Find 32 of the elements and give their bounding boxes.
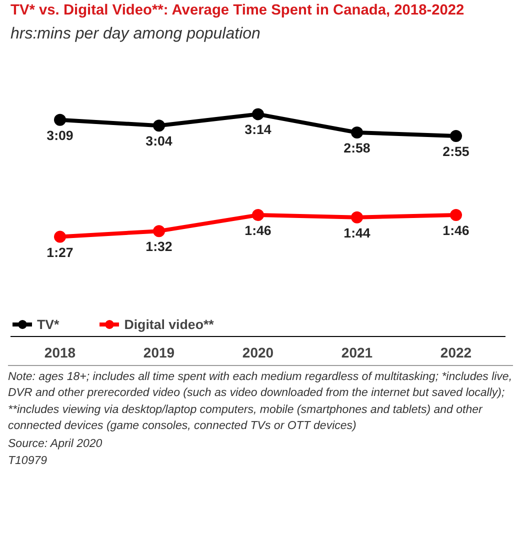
data-label: 1:46 bbox=[244, 223, 272, 238]
point bbox=[450, 130, 462, 142]
text: Note: ages 18+; includes all time spent with each medium regardless of multitasking; *includes live, DVR and other prerecorded video (such as video downloaded from the internet but saved locally); **includes viewing via desktop/laptop computers, mobile (smartphones and tablets) and other connected devices (game consoles, connected TVs or OTT devices) bbox=[8, 370, 513, 434]
data-label: 1:46 bbox=[442, 223, 470, 238]
data-label: 2:55 bbox=[442, 144, 470, 159]
legend-label: TV* bbox=[37, 316, 60, 332]
point bbox=[153, 225, 165, 238]
point bbox=[54, 230, 66, 243]
data-label: 1:27 bbox=[46, 244, 74, 260]
chart-title: TV* vs. Digital Video**: Average Time Spent in Canada, 2018-2022 bbox=[10, 2, 464, 18]
x-tick-label: 2020 bbox=[242, 344, 274, 360]
point bbox=[252, 209, 264, 222]
x-tick-label: 2018 bbox=[44, 344, 76, 360]
data-label: 3:09 bbox=[46, 128, 74, 143]
legend-label: Digital video** bbox=[124, 316, 214, 332]
point bbox=[351, 126, 363, 139]
data-label: 2:58 bbox=[344, 140, 370, 156]
data-label: 1:32 bbox=[146, 239, 172, 254]
data-label: 3:04 bbox=[146, 134, 173, 149]
point bbox=[450, 209, 462, 222]
x-tick-label: 2022 bbox=[440, 344, 472, 360]
data-label: 1:44 bbox=[344, 225, 371, 240]
point bbox=[54, 114, 66, 126]
point bbox=[252, 108, 264, 120]
point bbox=[351, 211, 363, 224]
data-label: 3:14 bbox=[244, 122, 272, 138]
x-tick-label: 2019 bbox=[143, 344, 175, 360]
text: T10979 bbox=[8, 454, 48, 470]
x-tick-label: 2021 bbox=[341, 344, 373, 360]
chart-subtitle: hrs:mins per day among population bbox=[10, 26, 261, 42]
source-note: Source: April 2020 bbox=[8, 436, 104, 452]
point bbox=[153, 120, 165, 132]
